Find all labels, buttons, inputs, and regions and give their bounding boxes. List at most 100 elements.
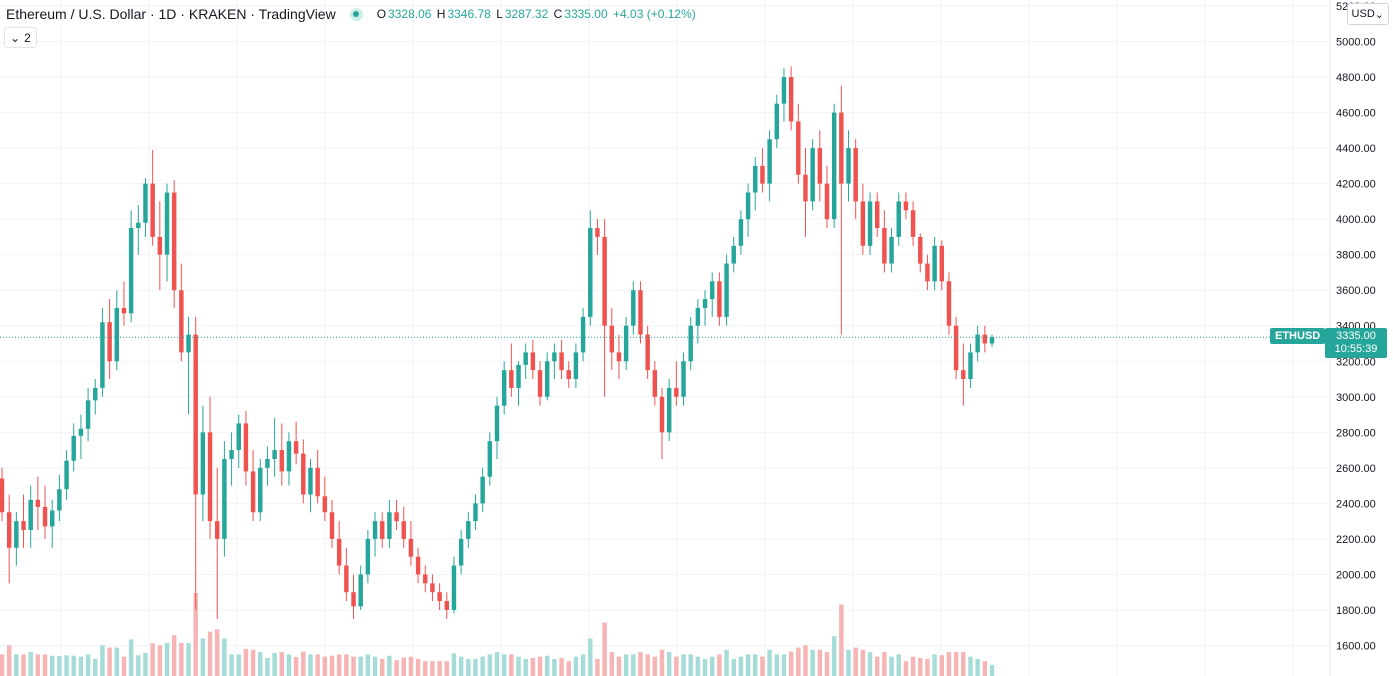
candle-body — [831, 112, 837, 220]
candle-body — [186, 334, 191, 353]
volume-bar — [910, 656, 916, 676]
volume-bar — [143, 653, 148, 676]
chart-legend: Ethereum / U.S. Dollar · 1D · KRAKEN · T… — [6, 6, 698, 22]
volume-bar — [874, 656, 880, 676]
candle-body — [415, 556, 421, 575]
volume-bar — [509, 654, 514, 676]
candle-body — [444, 601, 450, 610]
candle-body — [796, 121, 801, 175]
volume-bar — [78, 656, 84, 676]
market-status-icon[interactable] — [349, 7, 363, 21]
candle-body — [21, 521, 26, 531]
symbol-title[interactable]: Ethereum / U.S. Dollar · 1D · KRAKEN · T… — [6, 6, 336, 22]
currency-button[interactable]: USD ⌄ — [1346, 3, 1389, 25]
volume-bar — [968, 656, 973, 676]
candle-body — [136, 222, 141, 229]
volume-bar — [293, 657, 299, 676]
candle-body — [279, 450, 285, 472]
candle-body — [623, 325, 629, 362]
volume-bar — [444, 661, 450, 676]
candle-body — [896, 201, 901, 237]
y-tick-label: 3800.00 — [1336, 250, 1376, 262]
volume-bar — [631, 654, 636, 676]
volume-bar — [136, 655, 141, 676]
candle-body — [501, 370, 507, 406]
candle-body — [860, 201, 866, 246]
symbol-price-label: ETHUSD — [1270, 328, 1326, 344]
candle-body — [839, 112, 844, 184]
candle-body — [236, 423, 241, 451]
volume-bar — [265, 658, 270, 676]
indicators-toggle-button[interactable]: ⌄ 2 — [4, 27, 37, 48]
candle-body — [408, 538, 414, 557]
candle-body — [437, 592, 442, 602]
volume-bar — [831, 636, 837, 676]
candle-body — [250, 471, 256, 513]
candle-body — [968, 352, 973, 380]
volume-bar — [57, 656, 62, 676]
candle-body — [487, 441, 493, 477]
volume-bar — [623, 654, 629, 676]
candle-body — [458, 538, 464, 566]
volume-bar — [516, 656, 521, 676]
volume-bar — [286, 654, 292, 676]
volume-bar — [100, 645, 105, 676]
candle-body — [989, 337, 995, 344]
candle-body — [695, 307, 701, 326]
volume-bar — [494, 652, 500, 676]
volume-bar — [458, 656, 464, 676]
chart-grid — [0, 0, 1330, 676]
candle-body — [544, 361, 550, 397]
candle-body — [344, 565, 349, 593]
volume-bar — [767, 649, 772, 676]
chevron-down-icon: ⌄ — [10, 30, 21, 45]
volume-bar — [717, 654, 722, 676]
volume-bar — [853, 647, 858, 676]
candle-body — [451, 565, 457, 610]
volume-bar — [695, 656, 701, 676]
price-axis[interactable]: 1400.001600.001800.002000.002200.002400.… — [1329, 0, 1376, 676]
candle-body — [78, 428, 84, 436]
volume-bar — [42, 654, 48, 676]
candle-body — [774, 103, 780, 140]
volume-bar — [487, 654, 493, 676]
candle-body — [222, 458, 227, 539]
volume-bar — [609, 652, 615, 676]
y-tick-label: 1800.00 — [1336, 605, 1376, 617]
volume-bar — [803, 645, 808, 676]
volume-bar — [939, 655, 945, 676]
volume-bar — [659, 649, 665, 676]
volume-bar — [580, 654, 586, 676]
candle-body — [207, 432, 213, 522]
volume-bar — [279, 652, 285, 676]
volume-bar — [552, 658, 557, 676]
volume-bar — [14, 654, 19, 676]
volume-bar — [932, 654, 937, 676]
candle-body — [494, 405, 500, 442]
y-tick-label: 3600.00 — [1336, 285, 1376, 297]
volume-bar — [731, 658, 736, 676]
volume-bar — [229, 654, 234, 676]
volume-bar — [401, 657, 406, 676]
volume-bar — [179, 643, 184, 676]
candle-body — [150, 183, 155, 237]
volume-bar — [903, 661, 909, 676]
volume-bar — [638, 652, 643, 676]
volume-bar — [308, 654, 313, 676]
candle-body — [817, 148, 823, 184]
candle-body — [265, 458, 270, 468]
candle-body — [573, 352, 579, 380]
volume-bar — [351, 656, 356, 676]
volume-bar — [437, 661, 442, 676]
candle-body — [925, 263, 930, 282]
candle-body — [401, 521, 406, 539]
volume-bar — [652, 656, 658, 676]
volume-bar — [824, 652, 830, 676]
candle-body — [6, 512, 12, 548]
candle-body — [171, 192, 177, 291]
candle-body — [595, 228, 600, 237]
volume-bar — [946, 652, 952, 676]
candle-body — [308, 467, 313, 495]
volume-bar — [336, 654, 342, 676]
